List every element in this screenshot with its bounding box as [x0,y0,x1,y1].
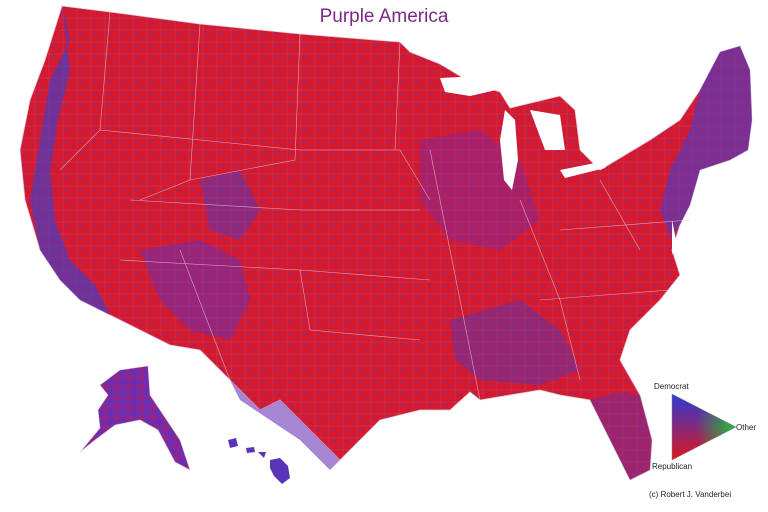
chesapeake-bay [672,220,676,255]
legend-republican-label: Republican [652,462,693,471]
west-coast-blue-region [30,6,110,315]
southwest-blue-region [140,240,250,340]
northeast-blue-region [660,46,752,240]
legend-triangle [671,393,737,461]
credit-text: (c) Robert J. Vanderbei [649,490,732,499]
rockies-blue-region [200,170,260,240]
map-title: Purple America [319,6,449,27]
florida-purple [590,392,652,480]
lake-michigan [500,110,518,190]
texas-border-purple [230,380,340,470]
contiguous-us [19,5,753,481]
alaska [79,365,191,471]
hawaii [228,438,290,484]
state-borders [59,11,691,401]
alaska-shape [79,365,191,471]
lake-huron [530,110,565,150]
lake-superior [440,76,505,96]
south-blue-region [450,300,580,385]
legend-democrat-label: Democrat [654,382,689,391]
lake-erie [560,160,610,178]
legend-other-label: Other [736,423,757,432]
